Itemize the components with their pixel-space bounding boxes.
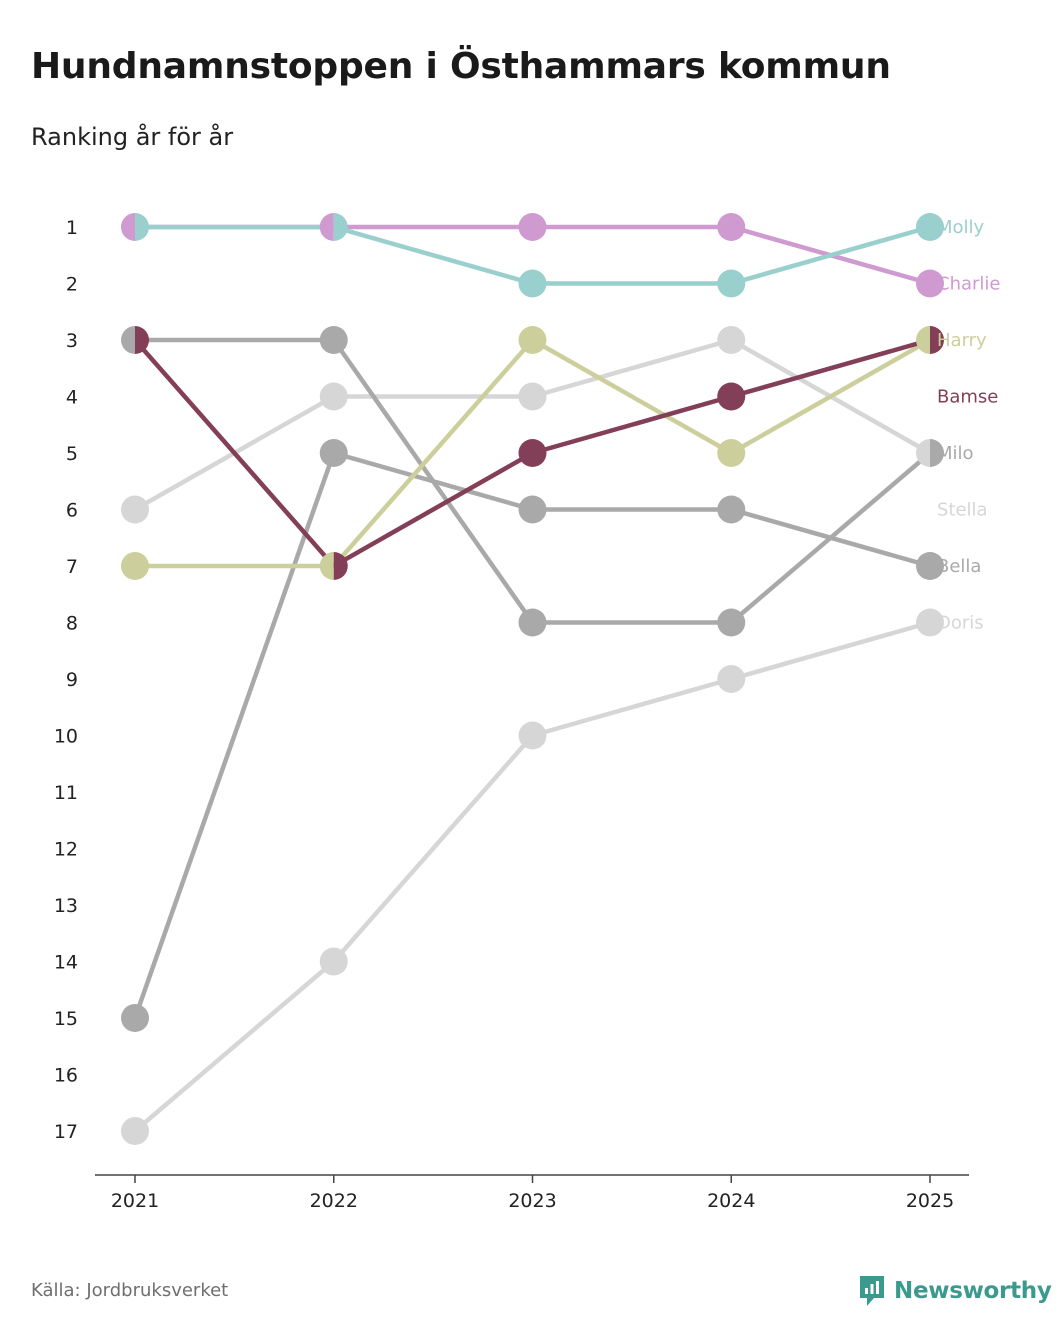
y-tick-label: 4 (66, 387, 78, 409)
point-molly-2021 (135, 213, 149, 241)
point-milo-2024 (717, 608, 746, 637)
y-tick-label: 8 (66, 613, 78, 635)
point-charlie-2023 (518, 213, 547, 241)
series-label-bamse: Bamse (937, 387, 998, 408)
point-molly-2023 (518, 269, 547, 298)
x-tick-label: 2023 (508, 1190, 556, 1212)
series-label-charlie: Charlie (937, 274, 1000, 295)
source-note: Källa: Jordbruksverket (31, 1280, 229, 1301)
y-tick-label: 7 (66, 556, 78, 578)
point-bamse-2024 (717, 382, 746, 411)
point-milo-2023 (518, 608, 547, 637)
x-tick-label: 2024 (707, 1190, 755, 1212)
y-tick-label: 12 (54, 839, 78, 861)
point-harry-2025 (916, 326, 930, 354)
point-bamse-2025 (930, 326, 944, 354)
point-doris-2024 (717, 665, 746, 693)
y-tick-label: 5 (66, 443, 78, 465)
point-milo-2021 (121, 326, 135, 354)
point-harry-2024 (717, 439, 746, 467)
point-bella-2025 (916, 552, 944, 580)
point-doris-2023 (518, 721, 547, 750)
y-tick-label: 6 (66, 500, 78, 522)
point-charlie-2021 (121, 213, 135, 241)
point-bamse-2022 (333, 552, 348, 580)
point-doris-2025 (916, 608, 944, 637)
point-milo-2025 (930, 439, 944, 467)
y-tick-label: 2 (66, 274, 78, 296)
series-label-doris: Doris (937, 613, 984, 634)
point-molly-2025 (916, 213, 944, 241)
chart-subtitle: Ranking år för år (31, 123, 234, 151)
y-tick-label: 1 (66, 217, 78, 239)
point-stella-2025 (916, 439, 930, 467)
series-lines (132, 224, 933, 1134)
y-tick-label: 15 (54, 1008, 78, 1030)
point-charlie-2025 (916, 269, 944, 298)
point-doris-2021 (121, 1117, 149, 1145)
series-label-molly: Molly (937, 217, 985, 238)
newsworthy-logo[interactable]: Newsworthy (858, 1274, 1052, 1308)
x-tick-label: 2025 (906, 1190, 954, 1212)
point-molly-2022 (333, 213, 348, 241)
newsworthy-icon (860, 1276, 884, 1306)
brand-name: Newsworthy (894, 1278, 1052, 1304)
x-tick-label: 2022 (310, 1190, 358, 1212)
point-stella-2023 (518, 382, 547, 411)
y-tick-label: 3 (66, 330, 78, 352)
y-tick-label: 9 (66, 669, 78, 691)
point-molly-2024 (717, 269, 746, 298)
point-bamse-2021 (135, 326, 149, 354)
point-bamse-2023 (518, 439, 547, 467)
y-tick-label: 13 (54, 895, 78, 917)
y-tick-label: 16 (54, 1065, 78, 1087)
y-tick-label: 14 (54, 952, 78, 974)
series-label-harry: Harry (937, 330, 987, 351)
point-bella-2021 (121, 1004, 149, 1032)
y-tick-label: 10 (54, 726, 78, 748)
point-harry-2021 (121, 552, 149, 580)
series-label-stella: Stella (937, 500, 988, 521)
y-tick-label: 17 (54, 1121, 78, 1143)
point-stella-2024 (717, 326, 746, 354)
y-tick-label: 11 (54, 782, 78, 804)
point-milo-2022 (319, 326, 348, 354)
series-label-milo: Milo (937, 443, 974, 464)
series-points (121, 213, 944, 1145)
series-label-bella: Bella (937, 556, 981, 577)
point-bella-2024 (717, 495, 746, 524)
point-doris-2022 (319, 947, 348, 976)
point-harry-2022 (319, 552, 334, 580)
series-line-stella (132, 337, 933, 512)
series-line-milo (132, 337, 933, 625)
chart-title: Hundnamnstoppen i Östhammars kommun (31, 46, 891, 87)
point-charlie-2022 (319, 213, 334, 241)
x-tick-label: 2021 (111, 1190, 159, 1212)
point-charlie-2024 (717, 213, 746, 241)
point-harry-2023 (518, 326, 547, 354)
point-bella-2022 (319, 439, 348, 467)
point-stella-2022 (319, 382, 348, 411)
series-line-doris (132, 620, 933, 1134)
point-bella-2023 (518, 495, 547, 524)
point-stella-2021 (121, 495, 149, 524)
